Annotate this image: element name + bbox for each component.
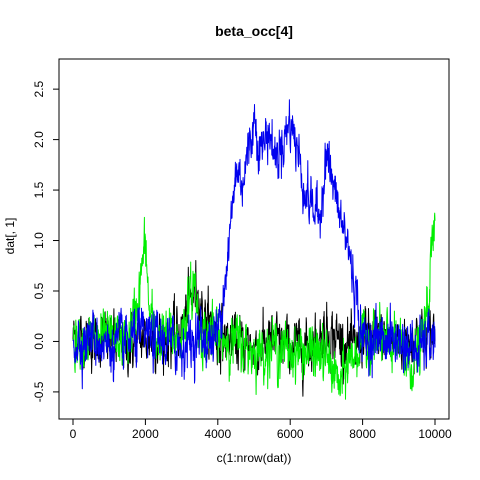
x-tick-label: 4000 (204, 427, 231, 441)
y-tick-label: 2.0 (32, 131, 46, 148)
x-tick-label: 6000 (277, 427, 304, 441)
y-axis: -0.5 0.0 0.5 1.0 1.5 2.0 2.5 (32, 80, 59, 402)
x-axis-label: c(1:nrow(dat)) (217, 451, 292, 465)
x-tick-label: 8000 (349, 427, 376, 441)
series-line (72, 212, 436, 400)
x-axis: 0 2000 4000 6000 8000 10000 (70, 419, 452, 441)
x-tick-label: 10000 (418, 427, 452, 441)
series-line (72, 99, 436, 390)
y-tick-label: 0.5 (32, 282, 46, 299)
y-tick-label: 1.5 (32, 181, 46, 198)
x-tick-label: 2000 (132, 427, 159, 441)
y-axis-label: dat[, 1] (3, 218, 17, 255)
series-layer (72, 99, 436, 400)
chart-title: beta_occ[4] (215, 23, 293, 39)
plot-frame (58, 58, 450, 420)
y-tick-label: -0.5 (32, 381, 46, 402)
y-tick-label: 0.0 (32, 333, 46, 350)
y-tick-label: 1.0 (32, 232, 46, 249)
x-tick-label: 0 (70, 427, 77, 441)
y-tick-label: 2.5 (32, 80, 46, 97)
